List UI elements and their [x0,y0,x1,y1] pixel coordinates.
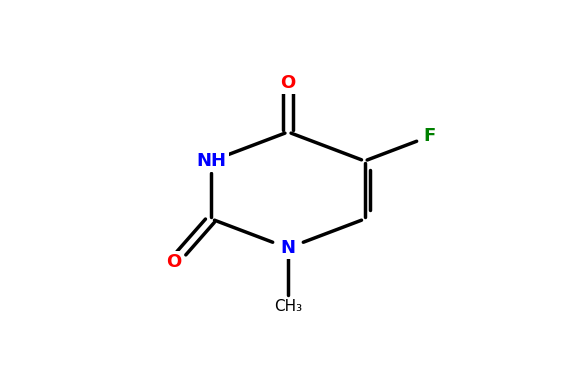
Text: O: O [166,253,181,271]
Text: O: O [281,74,295,92]
Text: NH: NH [196,152,226,170]
Text: CH₃: CH₃ [274,299,302,314]
Text: N: N [281,239,295,257]
Text: F: F [423,127,436,145]
